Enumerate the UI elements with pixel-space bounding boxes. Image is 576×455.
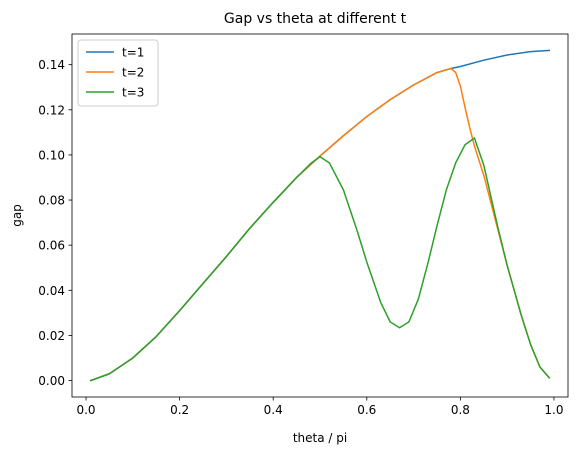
y-tick-label: 0.00 bbox=[38, 374, 65, 388]
legend-entry-label: t=2 bbox=[122, 66, 144, 80]
y-tick-label: 0.06 bbox=[38, 239, 65, 253]
plot-area-frame bbox=[71, 33, 569, 398]
series-layer bbox=[89, 49, 551, 382]
y-axis-ticks: 0.00 0.02 0.04 0.06 0.08 0.10 0.12 0.14 bbox=[38, 58, 72, 388]
y-tick-label: 0.12 bbox=[38, 103, 65, 117]
x-axis-ticks: 0.0 0.2 0.4 0.6 0.8 1.0 bbox=[76, 397, 564, 417]
x-axis-label: theta / pi bbox=[293, 431, 347, 445]
legend-entry-label: t=3 bbox=[122, 86, 144, 100]
x-tick-label: 1.0 bbox=[544, 403, 563, 417]
x-tick-label: 0.2 bbox=[170, 403, 189, 417]
y-tick-label: 0.04 bbox=[38, 284, 65, 298]
y-tick-label: 0.02 bbox=[38, 329, 65, 343]
y-axis-label: gap bbox=[10, 204, 24, 227]
chart-title: Gap vs theta at different t bbox=[224, 11, 407, 27]
series-line-3 bbox=[89, 137, 551, 382]
y-tick-label: 0.10 bbox=[38, 148, 65, 162]
x-tick-label: 0.8 bbox=[451, 403, 470, 417]
y-tick-label: 0.08 bbox=[38, 194, 65, 208]
x-tick-label: 0.6 bbox=[357, 403, 376, 417]
x-tick-label: 0.0 bbox=[76, 403, 95, 417]
legend-box bbox=[77, 39, 159, 107]
legend-entry-label: t=1 bbox=[122, 46, 144, 60]
y-tick-label: 0.14 bbox=[38, 58, 65, 72]
x-tick-label: 0.4 bbox=[264, 403, 283, 417]
legend: t=1 t=2 t=3 bbox=[77, 39, 159, 107]
